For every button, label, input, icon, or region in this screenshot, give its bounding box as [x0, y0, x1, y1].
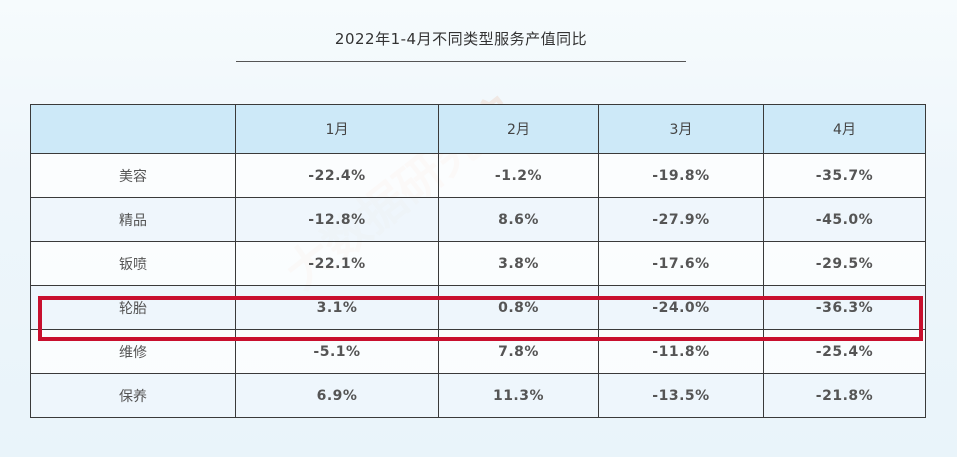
- row-label: 维修: [30, 329, 236, 374]
- value-cell: -22.4%: [235, 153, 439, 198]
- value-cell: -1.2%: [438, 153, 599, 198]
- table-row: 维修 -5.1% 7.8% -11.8% -25.4%: [30, 329, 926, 374]
- table-row: 钣喷 -22.1% 3.8% -17.6% -29.5%: [30, 241, 926, 286]
- value-cell: 6.9%: [235, 373, 439, 418]
- column-header: 4月: [763, 104, 926, 154]
- value-cell: -12.8%: [235, 197, 439, 242]
- row-label: 轮胎: [30, 285, 236, 330]
- table-row: 美容 -22.4% -1.2% -19.8% -35.7%: [30, 153, 926, 198]
- header-row: 1月 2月 3月 4月: [30, 104, 926, 154]
- chart-title: 2022年1-4月不同类型服务产值同比: [334, 30, 588, 48]
- column-header: 3月: [598, 104, 764, 154]
- value-cell: -25.4%: [763, 329, 926, 374]
- value-cell: 0.8%: [438, 285, 599, 330]
- value-cell: 8.6%: [438, 197, 599, 242]
- row-label: 钣喷: [30, 241, 236, 286]
- value-cell: -24.0%: [598, 285, 764, 330]
- value-cell: -11.8%: [598, 329, 764, 374]
- table-row: 保养 6.9% 11.3% -13.5% -21.8%: [30, 373, 926, 418]
- table-row-highlighted: 轮胎 3.1% 0.8% -24.0% -36.3%: [30, 285, 926, 330]
- value-cell: -27.9%: [598, 197, 764, 242]
- data-table: 1月 2月 3月 4月 美容 -22.4% -1.2% -19.8% -35.7…: [30, 104, 926, 418]
- value-cell: -36.3%: [763, 285, 926, 330]
- value-cell: -5.1%: [235, 329, 439, 374]
- header-corner: [30, 104, 236, 154]
- value-cell: 11.3%: [438, 373, 599, 418]
- value-cell: -13.5%: [598, 373, 764, 418]
- column-header: 1月: [235, 104, 439, 154]
- row-label: 美容: [30, 153, 236, 198]
- value-cell: -35.7%: [763, 153, 926, 198]
- value-cell: -22.1%: [235, 241, 439, 286]
- row-label: 保养: [30, 373, 236, 418]
- value-cell: 3.8%: [438, 241, 599, 286]
- value-cell: -45.0%: [763, 197, 926, 242]
- row-label: 精品: [30, 197, 236, 242]
- value-cell: 3.1%: [235, 285, 439, 330]
- value-cell: -21.8%: [763, 373, 926, 418]
- title-underline: [236, 61, 686, 62]
- column-header: 2月: [438, 104, 599, 154]
- value-cell: -29.5%: [763, 241, 926, 286]
- table-row: 精品 -12.8% 8.6% -27.9% -45.0%: [30, 197, 926, 242]
- value-cell: -19.8%: [598, 153, 764, 198]
- value-cell: 7.8%: [438, 329, 599, 374]
- value-cell: -17.6%: [598, 241, 764, 286]
